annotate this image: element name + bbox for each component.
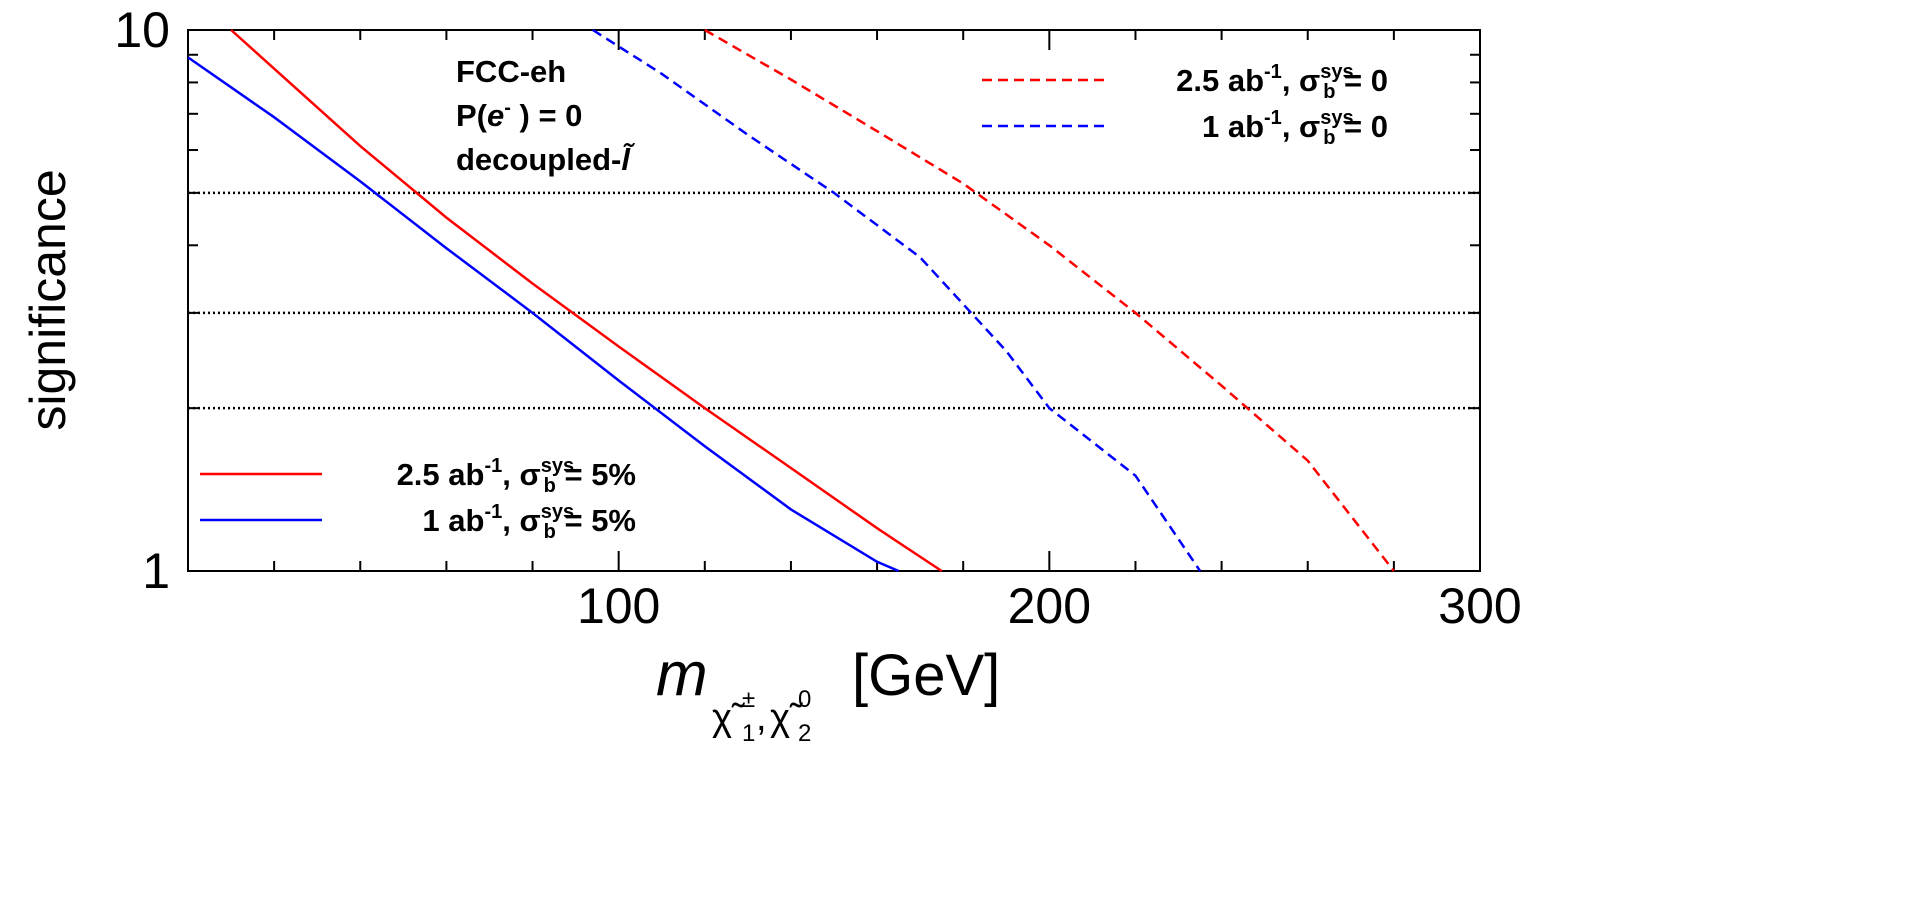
annotation-polarization: P(e- ) = 0 — [456, 97, 582, 133]
legend-label-solid-blue: 1 ab-1, σsys. b = 5% — [422, 501, 636, 543]
x-tick-label-200: 200 — [1008, 578, 1091, 634]
y-tick-label-10: 10 — [114, 2, 170, 58]
x-tick-label-100: 100 — [577, 578, 660, 634]
plot-frame — [187, 29, 1481, 572]
annotation-collider: FCC-eh — [456, 54, 566, 89]
x-tick-label-300: 300 — [1438, 578, 1521, 634]
series-layer — [187, 28, 1395, 573]
legend-label-solid-red: 2.5 ab-1, σsys. b = 5% — [397, 455, 636, 497]
annotation-slepton-prefix: decoupled- — [456, 142, 621, 177]
y-tick-label-1: 1 — [142, 543, 170, 599]
legend-bottom-left: 2.5 ab-1, σsys. b = 5%1 ab-1, σsys. b = 5% — [200, 455, 636, 543]
legend-label-dashed-blue: 1 ab-1, σsys. b = 0 — [1202, 107, 1388, 149]
annotation-pol-sup: - — [504, 97, 511, 119]
series-line-solid-blue — [187, 56, 900, 573]
series-line-dashed-red — [704, 28, 1395, 572]
x-axis-sub2-sub: 2 — [798, 720, 811, 747]
annotation-pol-prefix: P( — [456, 98, 488, 133]
x-axis-symbol: m — [656, 640, 708, 709]
x-axis-sub1-sub: 1 — [742, 720, 755, 747]
series-line-solid-red — [230, 29, 943, 573]
x-axis-comma: , — [756, 697, 767, 739]
x-axis-title: m χ̃ ± 1 , χ̃ 0 2 [GeV] — [656, 640, 1000, 747]
annotation-slepton: decoupled-l̃ — [456, 142, 636, 177]
series-line-dashed-blue — [592, 28, 1202, 572]
x-axis-sub1: χ̃ — [712, 697, 745, 739]
legend-top-right: 2.5 ab-1, σsys. b = 01 ab-1, σsys. b = 0 — [982, 61, 1388, 149]
axis-ticks: 100 200 300 1 10 — [114, 2, 1521, 634]
x-axis-sub1-sup: ± — [742, 686, 755, 713]
annotation-pol-e: e — [487, 98, 504, 133]
y-axis-title: significance — [20, 169, 76, 430]
x-axis-sub2-sup: 0 — [798, 686, 811, 713]
annotation-pol-suffix: ) = 0 — [511, 98, 583, 133]
legend-label-dashed-red: 2.5 ab-1, σsys. b = 0 — [1176, 61, 1388, 103]
x-axis-unit: [GeV] — [852, 643, 1000, 708]
